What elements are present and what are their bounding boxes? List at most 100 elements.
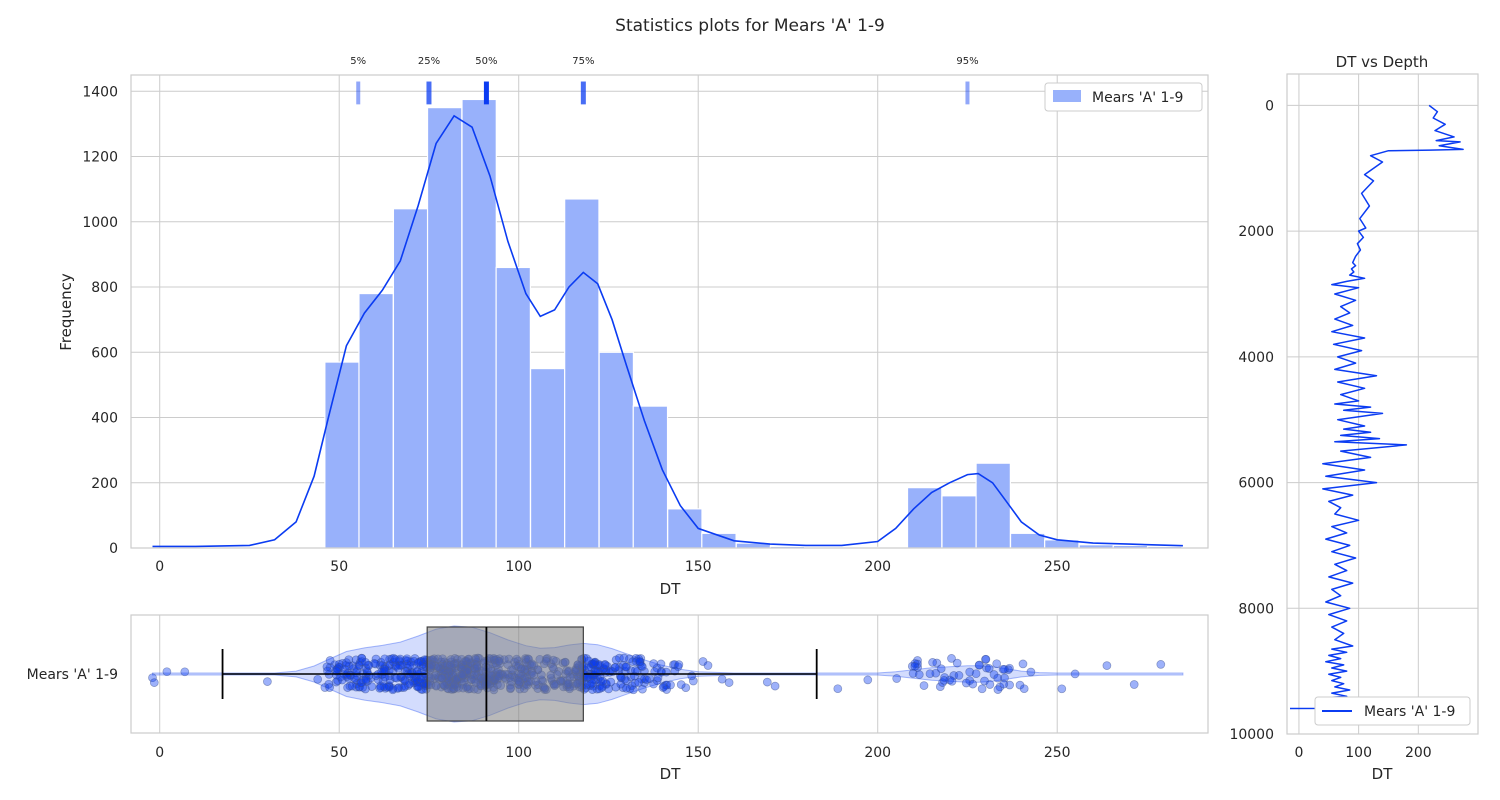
strip-point [331,670,341,680]
boxplot-x-tick-label: 250 [1044,745,1071,761]
depth-y-tick-label: 10000 [1229,727,1274,743]
strip-point [405,671,414,681]
histogram-bar [975,462,1011,549]
kde-curve [152,114,1183,548]
strip-point [910,659,920,668]
strip-point [1019,684,1029,694]
strip-point [940,673,949,682]
strip-point [357,678,366,688]
strip-point [385,675,395,685]
histogram-y-tick-label: 400 [91,411,118,427]
histogram-bar [906,487,943,549]
strip-point [649,659,658,668]
strip-point [910,662,920,671]
depth-y-tick-label: 4000 [1238,350,1274,366]
histogram-bar [564,198,600,549]
strip-point [1156,660,1166,669]
strip-point [998,664,1008,674]
percentile-marker [426,81,432,105]
strip-point [928,658,937,667]
strip-point [833,684,843,694]
strip-point [619,653,629,663]
strip-point [717,674,727,684]
boxplot-panel: 0 50 100 150 200 250 Mears 'A' 1-9 DT [27,614,1209,783]
strip-point [405,660,415,670]
strip-point [981,654,991,664]
strip-point [724,678,734,687]
percentile-markers: 5% 25% 50% 75% 95% [350,56,979,105]
depth-legend: Mears 'A' 1-9 [1314,696,1471,726]
strip-point [666,680,675,690]
histogram-bar [941,495,977,549]
histogram-x-tick-label: 250 [1044,559,1071,575]
strip-point [1057,684,1067,694]
strip-point [681,683,691,693]
boxplot-category-label: Mears 'A' 1-9 [27,667,118,683]
histogram-y-ticks: 0 200 400 600 800 1000 1200 1400 [82,84,118,557]
histogram-bar [667,508,703,549]
strip-point [606,666,616,676]
strip-point [587,678,597,688]
iqr-box [426,626,584,722]
strip-point [611,663,620,672]
strip-point [908,669,918,678]
legend-label: Mears 'A' 1-9 [1092,90,1183,106]
strip-point [947,676,957,686]
strip-point [770,681,780,691]
percentile-marker [965,81,970,105]
strip-point [413,658,423,668]
histogram-y-tick-label: 800 [91,280,118,296]
depth-x-label: DT [1372,765,1394,783]
strip-point [621,662,631,672]
boxplot-x-tick-label: 50 [330,745,348,761]
depth-y-tick-label: 0 [1265,98,1274,114]
strip-point [637,674,647,684]
strip-point [674,660,684,669]
boxplot-x-tick-label: 150 [685,745,712,761]
histogram-bar [632,405,669,549]
strip-point [992,659,1002,669]
strip-point [162,667,172,677]
histogram-bar [392,208,429,549]
depth-x-ticks: 0 100 200 [1294,745,1431,761]
strip-point [952,658,962,668]
boxplot-x-tick-label: 0 [155,745,164,761]
boxplot-x-ticks: 0 50 100 150 200 250 [155,745,1070,761]
strip-point [965,667,975,677]
percentile-marker [580,81,586,105]
strip-point [180,667,190,677]
strip-point [984,664,994,673]
strip-point [395,654,405,664]
percentile-label: 50% [475,56,497,67]
strip-point [342,658,351,667]
histogram-bar [324,361,360,549]
strip-point [263,677,272,686]
figure-title: Statistics plots for Mears 'A' 1-9 [615,16,885,36]
strip-point [325,683,334,692]
strip-point [392,673,401,683]
strip-point [393,663,403,673]
depth-frame [1286,73,1479,735]
depth-panel: DT vs Depth 0 100 200 0 2000 4000 6000 8000 100… [1229,53,1479,783]
strip-point [947,654,956,663]
strip-point [588,685,597,694]
strip-point [634,678,644,687]
strip-point [974,660,984,670]
strip-point [632,657,641,667]
depth-x-tick-label: 200 [1405,745,1432,761]
strip-point [361,675,371,684]
strip-point [1070,669,1080,679]
boxplot-frame [130,614,1209,734]
percentile-label: 25% [418,56,440,67]
strip-point [584,662,594,672]
strip-point [590,658,600,667]
strip-point [635,657,645,666]
boxplot-x-tick-label: 200 [864,745,891,761]
strip-point [1102,661,1112,670]
strip-point [688,676,698,686]
depth-x-tick-label: 100 [1345,745,1372,761]
strip-point [324,679,334,689]
boxplot-x-label: DT [660,765,682,783]
histogram-bars [324,98,1183,549]
